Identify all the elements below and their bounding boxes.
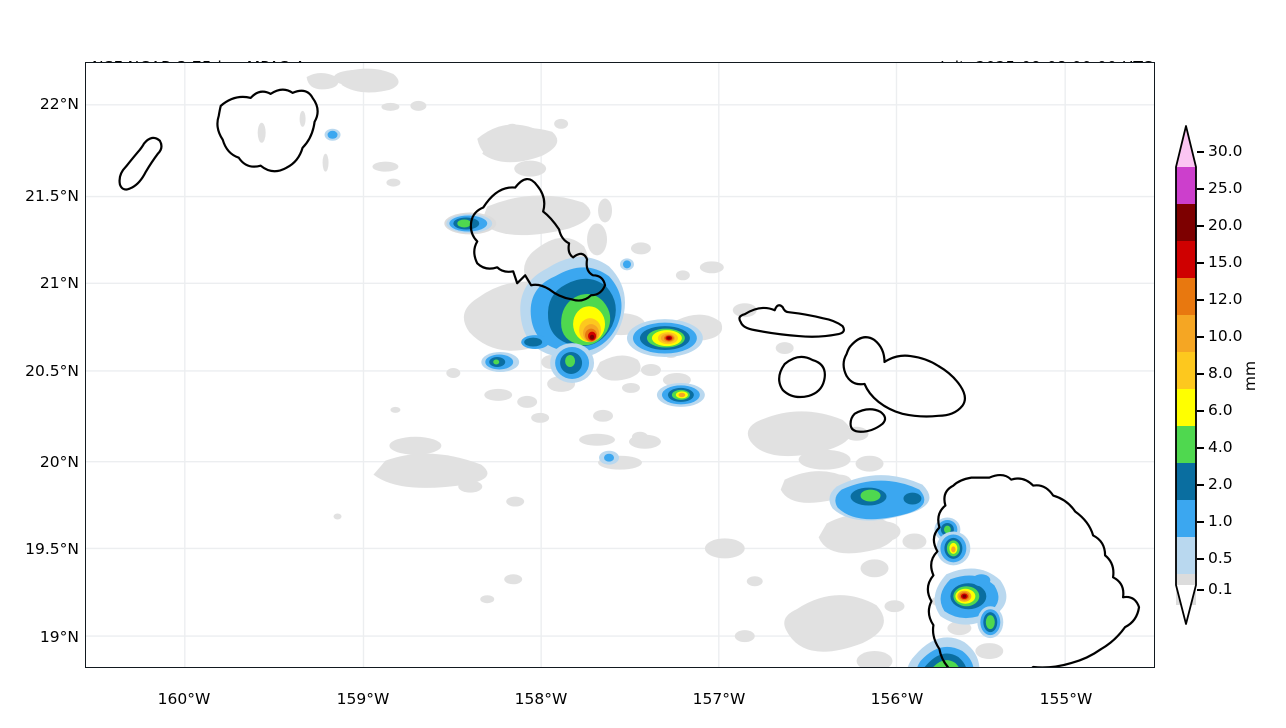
colorbar-tick-label: 25.0 [1208,179,1243,197]
y-axis-tick-label: 19.5°N [25,540,79,558]
coastline-hawaii [926,474,1141,667]
colorbar-over-arrow [1176,126,1196,167]
colorbar-tick [1197,447,1204,449]
precip-cell-kona-intense [934,568,1007,625]
colorbar-tick-label: 0.1 [1208,580,1233,598]
y-axis-tick-label: 21°N [39,274,79,292]
x-axis-tick-label: 159°W [336,690,390,708]
colorbar-tick-label: 6.0 [1208,401,1233,419]
precipitation-map[interactable] [86,63,1154,667]
colorbar-tick [1197,373,1204,375]
coastline-maui [842,336,966,418]
map-plot-area[interactable] [85,62,1155,668]
colorbar-tick-label: 12.0 [1208,290,1243,308]
colorbar-tick [1197,151,1204,153]
cbar-seg-15-20 [1176,241,1196,278]
cbar-seg-20-25 [1176,204,1196,241]
cbar-seg-2-4 [1176,463,1196,500]
colorbar-tick-label: 8.0 [1208,364,1233,382]
precip-field-trace [257,68,1004,667]
x-axis-tick-label: 155°W [1039,690,1093,708]
colorbar-tick [1197,262,1204,264]
colorbar-tick-label: 2.0 [1208,475,1233,493]
cbar-seg-6-8 [1176,389,1196,426]
precip-cell-weak-central [599,450,620,465]
cbar-seg-1-2 [1176,500,1196,537]
colorbar-unit-label: mm [1241,360,1259,392]
colorbar-tick [1197,484,1204,486]
cbar-seg-12-15 [1176,278,1196,315]
precip-cell-south-kona [977,606,1004,639]
precip-cell-oahu-east [620,258,634,271]
precip-cell-oahu-west-offshore [481,335,550,372]
cbar-seg-05-1 [1176,537,1196,574]
island-coastlines [118,88,1141,667]
colorbar-tick-label: 20.0 [1208,216,1243,234]
x-axis-tick-label: 156°W [870,690,924,708]
precip-cell-channel-intense [626,319,703,358]
colorbar-tick-label: 30.0 [1208,142,1243,160]
cbar-seg-8-10 [1176,352,1196,389]
y-axis-tick-label: 19°N [39,628,79,646]
colorbar-tick [1197,336,1204,338]
precip-cell-alenuihaha [829,475,930,521]
cbar-seg-10-12 [1176,315,1196,352]
precip-cell-penguin-bank [656,382,705,407]
x-axis-tick-label: 158°W [514,690,568,708]
colorbar-tick-label: 1.0 [1208,512,1233,530]
coastline-oahu [469,178,607,302]
coastline-niihau [118,136,163,191]
x-axis-tick-label: 157°W [692,690,746,708]
y-axis-tick-label: 20°N [39,453,79,471]
y-axis-tick-label: 20.5°N [25,362,79,380]
colorbar-tick-label: 0.5 [1208,549,1233,567]
colorbar-tick-label: 10.0 [1208,327,1243,345]
coastline-molokai [738,304,845,338]
colorbar-tick [1197,589,1204,591]
colorbar[interactable]: 30.0 25.0 20.0 15.0 12.0 10.0 8.0 6.0 4.… [1174,125,1243,625]
y-axis-tick-label: 21.5°N [25,187,79,205]
colorbar-tick [1197,521,1204,523]
colorbar-tick [1197,188,1204,190]
colorbar-under-arrow [1176,585,1196,624]
colorbar-tick [1197,558,1204,560]
colorbar-tick-label: 15.0 [1208,253,1243,271]
coastline-kauai [216,88,319,173]
precip-cell-oahu-sw-intense [520,256,625,359]
y-axis-tick-label: 22°N [39,95,79,113]
precip-cell-kona-coast [936,531,971,566]
coastline-lanai [778,355,826,399]
colorbar-tick [1197,299,1204,301]
precip-cell-oahu-south [550,343,595,383]
cbar-seg-25-30 [1176,167,1196,204]
coastline-kahoolawe [849,408,887,433]
colorbar-gradient[interactable] [1176,167,1196,605]
colorbar-tick [1197,225,1204,227]
cbar-seg-4-6 [1176,426,1196,463]
colorbar-tick-label: 4.0 [1208,438,1233,456]
x-axis-tick-label: 160°W [157,690,211,708]
colorbar-tick [1197,410,1204,412]
precip-cell-kauai-north [324,128,341,141]
